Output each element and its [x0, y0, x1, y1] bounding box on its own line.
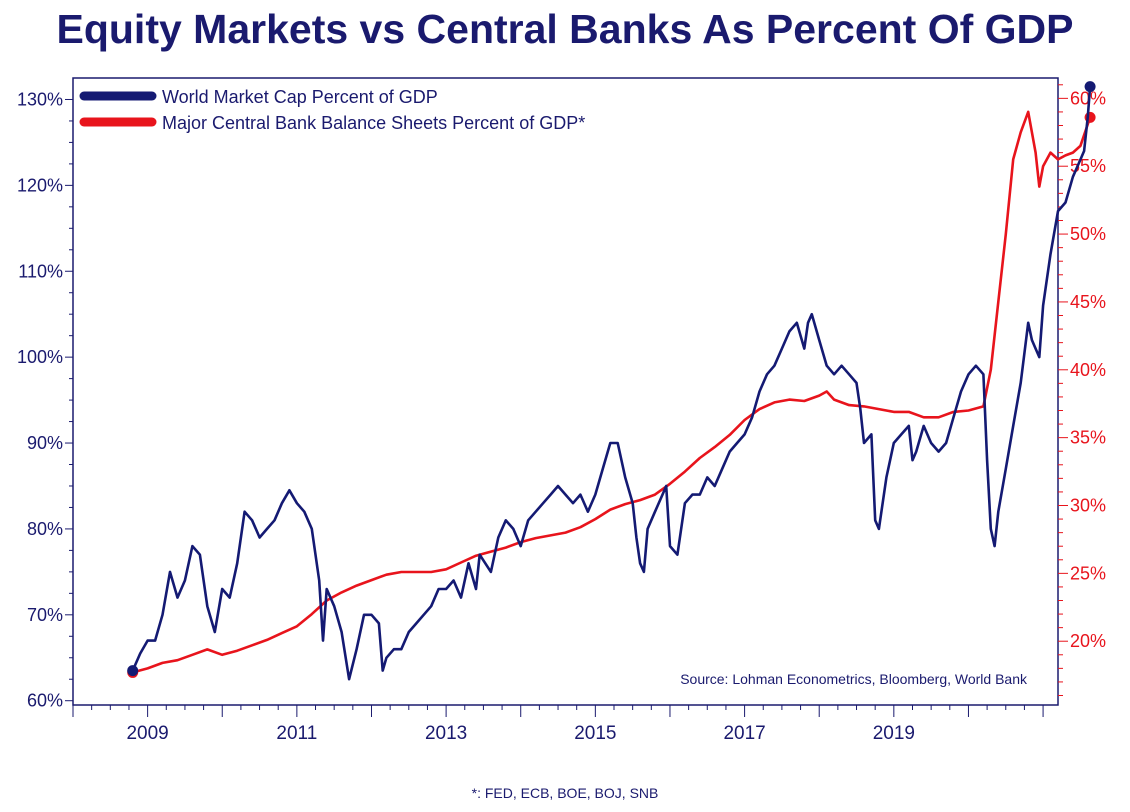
legend: World Market Cap Percent of GDP Major Ce…	[79, 87, 585, 133]
right-tick-label: 45%	[1070, 292, 1106, 312]
left-axis: 60% 70% 80% 90% 100% 110% 120% 130%	[17, 89, 73, 711]
x-tick-label: 2013	[425, 723, 467, 744]
left-tick-label: 70%	[27, 605, 63, 625]
plot-frame	[72, 77, 1059, 706]
x-axis: 2009 2011 2013 2015 2017 2019	[72, 705, 1044, 744]
right-tick-label: 40%	[1070, 360, 1106, 380]
x-tick-label: 2015	[574, 723, 616, 744]
right-tick-label: 30%	[1070, 496, 1106, 516]
x-tick-label: 2019	[873, 723, 915, 744]
market-cap-series-start-marker	[127, 665, 139, 677]
right-tick-label: 50%	[1070, 224, 1106, 244]
source-note: Source: Lohman Econometrics, Bloomberg, …	[680, 671, 1028, 687]
left-tick-label: 80%	[27, 519, 63, 539]
left-tick-label: 110%	[18, 261, 63, 281]
right-tick-label: 35%	[1070, 428, 1106, 448]
x-tick-label: 2017	[723, 723, 765, 744]
left-tick-label: 60%	[27, 691, 63, 711]
x-tick-label: 2009	[126, 723, 168, 744]
series-layer	[127, 81, 1096, 681]
left-tick-label: 90%	[27, 433, 63, 453]
right-tick-label: 25%	[1070, 563, 1106, 583]
market-cap-series-line	[131, 86, 1092, 681]
right-axis: 20%25%30%35%40%45%50%55%60%	[1058, 84, 1106, 696]
market-cap-series-end-marker	[1084, 81, 1096, 93]
legend-label-market-cap: World Market Cap Percent of GDP	[162, 87, 438, 107]
page-title: Equity Markets vs Central Banks As Perce…	[56, 6, 1074, 52]
central-bank-series-line	[132, 110, 1092, 674]
left-tick-label: 100%	[17, 347, 63, 367]
x-tick-label: 2011	[276, 723, 317, 744]
right-tick-label: 20%	[1070, 631, 1106, 651]
left-tick-label: 120%	[17, 175, 63, 195]
footnote: *: FED, ECB, BOE, BOJ, SNB	[471, 785, 659, 801]
left-tick-label: 130%	[17, 89, 63, 109]
legend-label-central-bank: Major Central Bank Balance Sheets Percen…	[162, 113, 585, 133]
